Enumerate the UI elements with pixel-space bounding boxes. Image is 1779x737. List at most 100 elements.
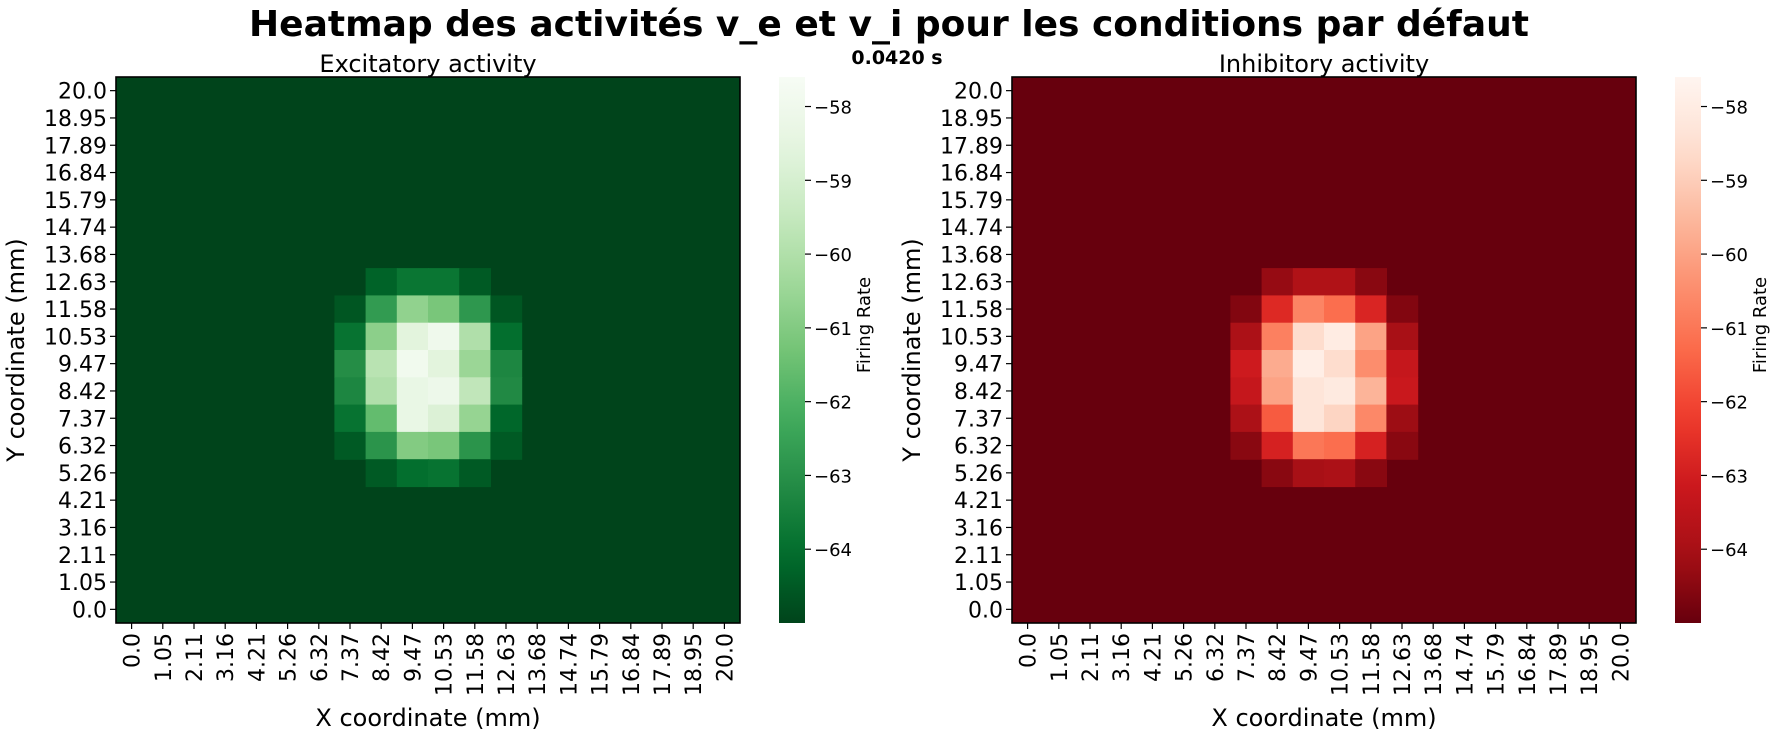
heatmap-cell	[428, 295, 460, 324]
heatmap-cell	[396, 459, 429, 488]
x-axis-label: X coordinate (mm)	[1211, 704, 1436, 732]
heatmap-cell	[334, 322, 367, 351]
heatmap-cell	[428, 431, 460, 460]
heatmap-cell	[396, 404, 429, 433]
colorbar-tick-label: −60	[814, 245, 852, 266]
x-tick-label: 2.11	[1079, 633, 1104, 682]
x-tick-label: 20.0	[713, 633, 738, 682]
x-tick-label: 3.16	[1110, 633, 1135, 682]
heatmap-cell	[428, 268, 460, 296]
x-tick-label: 0.0	[121, 633, 146, 668]
y-tick-label: 16.84	[940, 162, 1003, 187]
heatmap-cell	[1324, 350, 1356, 378]
heatmap-cell	[1292, 268, 1325, 296]
heatmap-cell	[1230, 431, 1263, 460]
y-tick-label: 16.84	[44, 162, 107, 187]
x-tick-label: 11.58	[1360, 633, 1385, 696]
y-tick-label: 20.0	[58, 80, 107, 105]
time-label: 0.0420 s	[851, 47, 942, 69]
heatmap-cell	[396, 350, 429, 378]
x-tick-label: 7.37	[1235, 633, 1260, 682]
colorbar-tick-label: −58	[1710, 98, 1748, 119]
heatmap-cell	[1355, 322, 1387, 351]
heatmap-cell	[1355, 459, 1387, 488]
x-tick-label: 11.58	[464, 633, 489, 696]
heatmap-cell	[1324, 431, 1356, 460]
heatmap-cell	[459, 404, 491, 433]
x-tick-label: 17.89	[651, 633, 676, 696]
y-tick-label: 4.21	[58, 489, 107, 514]
x-tick-label: 4.21	[245, 633, 270, 682]
heatmap-cell	[1355, 404, 1387, 433]
colorbar-tick-label: −60	[1710, 245, 1748, 266]
heatmap-cell	[459, 431, 491, 460]
colorbar	[779, 77, 805, 623]
heatmap-cell	[365, 350, 398, 378]
heatmap-cell	[1292, 322, 1325, 351]
y-tick-label: 5.26	[954, 462, 1003, 487]
y-tick-label: 1.05	[954, 571, 1003, 596]
y-tick-label: 15.79	[940, 189, 1003, 214]
heatmap-cell	[490, 322, 523, 351]
heatmap-cell	[459, 459, 491, 488]
y-tick-label: 20.0	[954, 80, 1003, 105]
heatmap-cell	[1292, 350, 1325, 378]
heatmap-cell	[334, 295, 367, 324]
heatmap-cell	[1355, 295, 1387, 324]
heatmap-cell	[1386, 322, 1419, 351]
y-tick-label: 12.63	[940, 271, 1003, 296]
heatmap-cell	[1261, 268, 1294, 296]
heatmap-cell	[1292, 377, 1325, 406]
colorbar-tick-label: −64	[1710, 540, 1748, 561]
colorbar-tick-label: −61	[1710, 319, 1748, 340]
heatmap-cell	[1261, 377, 1294, 406]
x-tick-label: 15.79	[1485, 633, 1510, 696]
colorbar-tick-label: −59	[814, 171, 852, 192]
y-axis-label: Y coordinate (mm)	[2, 238, 30, 462]
heatmap-cell	[1324, 459, 1356, 488]
heatmap-cell	[1230, 295, 1263, 324]
x-tick-label: 13.68	[1422, 633, 1447, 696]
heatmap-cell	[1230, 377, 1263, 406]
y-tick-label: 2.11	[954, 544, 1003, 569]
heatmap-cell	[334, 431, 367, 460]
heatmap-cell	[365, 268, 398, 296]
y-tick-label: 14.74	[44, 216, 107, 241]
y-tick-label: 11.58	[44, 298, 107, 323]
heatmap-cell	[490, 377, 523, 406]
x-tick-label: 9.47	[1297, 633, 1322, 682]
y-tick-label: 9.47	[954, 353, 1003, 378]
colorbar	[1675, 77, 1701, 623]
heatmap-cell	[490, 350, 523, 378]
y-tick-label: 0.0	[72, 598, 107, 623]
y-tick-label: 8.42	[954, 380, 1003, 405]
heatmap-cell	[428, 404, 460, 433]
heatmap-cell	[1324, 322, 1356, 351]
x-tick-label: 8.42	[370, 633, 395, 682]
heatmap-cell	[1292, 295, 1325, 324]
heatmap-cell	[365, 377, 398, 406]
x-tick-label: 9.47	[401, 633, 426, 682]
heatmap-cell	[1324, 268, 1356, 296]
heatmap-cell	[1386, 295, 1419, 324]
y-tick-label: 10.53	[940, 325, 1003, 350]
colorbar-tick-label: −62	[814, 393, 852, 414]
y-tick-label: 13.68	[940, 243, 1003, 268]
heatmap-cell	[428, 377, 460, 406]
x-tick-label: 5.26	[277, 633, 302, 682]
heatmap-cell	[365, 295, 398, 324]
heatmap-cell	[459, 322, 491, 351]
y-tick-label: 13.68	[44, 243, 107, 268]
heatmap-cell	[1292, 404, 1325, 433]
heatmap-cell	[1261, 350, 1294, 378]
colorbar-tick-label: −59	[1710, 171, 1748, 192]
heatmap-cell	[1386, 377, 1419, 406]
heatmap-cell	[490, 431, 523, 460]
y-tick-label: 6.32	[954, 435, 1003, 460]
y-tick-label: 11.58	[940, 298, 1003, 323]
x-tick-label: 16.84	[620, 633, 645, 696]
heatmap-cell	[1261, 295, 1294, 324]
heatmap-cell	[396, 431, 429, 460]
y-tick-label: 18.95	[940, 107, 1003, 132]
x-tick-label: 14.74	[557, 633, 582, 696]
